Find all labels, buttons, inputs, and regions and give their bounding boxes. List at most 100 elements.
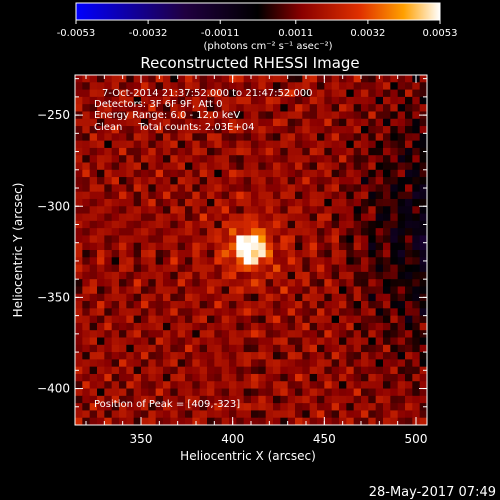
heatmap-cell [170, 264, 179, 273]
heatmap-cell [251, 293, 259, 302]
heatmap-cell [251, 75, 259, 83]
heatmap-cell [214, 177, 223, 185]
heatmap-cell [177, 315, 186, 324]
heatmap-cell [405, 388, 413, 397]
heatmap-cell [148, 75, 157, 83]
heatmap-cell [119, 169, 127, 178]
heatmap-cell [273, 279, 281, 288]
heatmap-cell [339, 213, 347, 222]
heatmap-cell [229, 220, 237, 229]
heatmap-cell [353, 96, 362, 105]
heatmap-cell [375, 410, 384, 419]
heatmap-cell [75, 279, 83, 288]
heatmap-cell [383, 206, 391, 215]
heatmap-cell [273, 96, 281, 105]
heatmap-cell [177, 206, 186, 215]
heatmap-cell [221, 373, 230, 382]
heatmap-cell [141, 381, 149, 390]
heatmap-cell [185, 373, 193, 382]
heatmap-cell [390, 206, 399, 215]
heatmap-cell [111, 381, 120, 390]
heatmap-cell [155, 410, 164, 419]
heatmap-cell [126, 213, 135, 222]
heatmap-cell [368, 301, 377, 309]
heatmap-cell [280, 322, 289, 331]
heatmap-cell [295, 133, 303, 142]
heatmap-cell [163, 147, 171, 156]
heatmap-cell [221, 388, 230, 397]
heatmap-cell [412, 111, 421, 120]
heatmap-cell [302, 271, 311, 280]
heatmap-cell [97, 126, 105, 134]
heatmap-cell [82, 286, 91, 295]
heatmap-cell [405, 373, 413, 382]
heatmap-cell [331, 344, 340, 353]
heatmap-cell [324, 388, 333, 397]
heatmap-cell [111, 250, 120, 258]
heatmap-cell [273, 206, 281, 215]
heatmap-cell [339, 177, 347, 185]
heatmap-cell [148, 169, 157, 178]
heatmap-cell [236, 301, 245, 309]
colorbar-tick-label: 0.0032 [350, 28, 385, 39]
heatmap-cell [104, 235, 113, 244]
footer-timestamp: 28-May-2017 07:49 [369, 485, 496, 500]
heatmap-cell [170, 373, 179, 382]
heatmap-cell [280, 352, 289, 360]
heatmap-cell [133, 155, 142, 164]
heatmap-cell [141, 118, 149, 127]
heatmap-cell [111, 111, 120, 120]
heatmap-cell [368, 388, 377, 397]
heatmap-cell [265, 395, 274, 404]
heatmap-cell [163, 111, 171, 120]
heatmap-cell [317, 140, 325, 149]
heatmap-cell [331, 337, 340, 346]
heatmap-cell [331, 111, 340, 120]
heatmap-cell [82, 373, 91, 382]
heatmap-cell [390, 184, 399, 193]
heatmap-cell [405, 264, 413, 273]
heatmap-cell [375, 337, 384, 346]
heatmap-cell [243, 147, 252, 156]
heatmap-cell [258, 403, 267, 412]
heatmap-cell [302, 220, 311, 229]
heatmap-cell [104, 191, 113, 200]
heatmap-cell [324, 89, 333, 98]
heatmap-cell [258, 308, 267, 317]
heatmap-cell [192, 373, 201, 382]
heatmap-cell [324, 126, 333, 134]
heatmap-cell [155, 126, 164, 134]
heatmap-cell [214, 126, 223, 134]
heatmap-cell [273, 359, 281, 368]
heatmap-cell [273, 126, 281, 134]
heatmap-cell [141, 104, 149, 113]
heatmap-cell [339, 169, 347, 178]
heatmap-cell [397, 250, 406, 258]
y-tick-label: −350 [37, 290, 70, 304]
heatmap-cell [97, 352, 105, 360]
heatmap-cell [280, 293, 289, 302]
heatmap-cell [119, 242, 127, 251]
heatmap-cell [405, 133, 413, 142]
heatmap-cell [309, 293, 318, 302]
heatmap-cell [192, 403, 201, 412]
heatmap-cell [141, 155, 149, 164]
heatmap-cell [419, 155, 427, 164]
heatmap-cell [97, 242, 105, 251]
heatmap-cell [126, 330, 135, 339]
heatmap-cell [111, 330, 120, 339]
heatmap-cell [309, 111, 318, 120]
heatmap-cell [214, 133, 223, 142]
heatmap-cell [361, 191, 369, 200]
heatmap-cell [177, 293, 186, 302]
heatmap-cell [383, 177, 391, 185]
heatmap-cell [273, 366, 281, 375]
heatmap-cell [309, 366, 318, 375]
heatmap-cell [236, 417, 245, 425]
heatmap-cell [295, 337, 303, 346]
heatmap-cell [126, 191, 135, 200]
y-tick-label: −300 [37, 199, 70, 213]
heatmap-cell [199, 410, 208, 419]
heatmap-cell [214, 271, 223, 280]
heatmap-cell [229, 104, 237, 113]
